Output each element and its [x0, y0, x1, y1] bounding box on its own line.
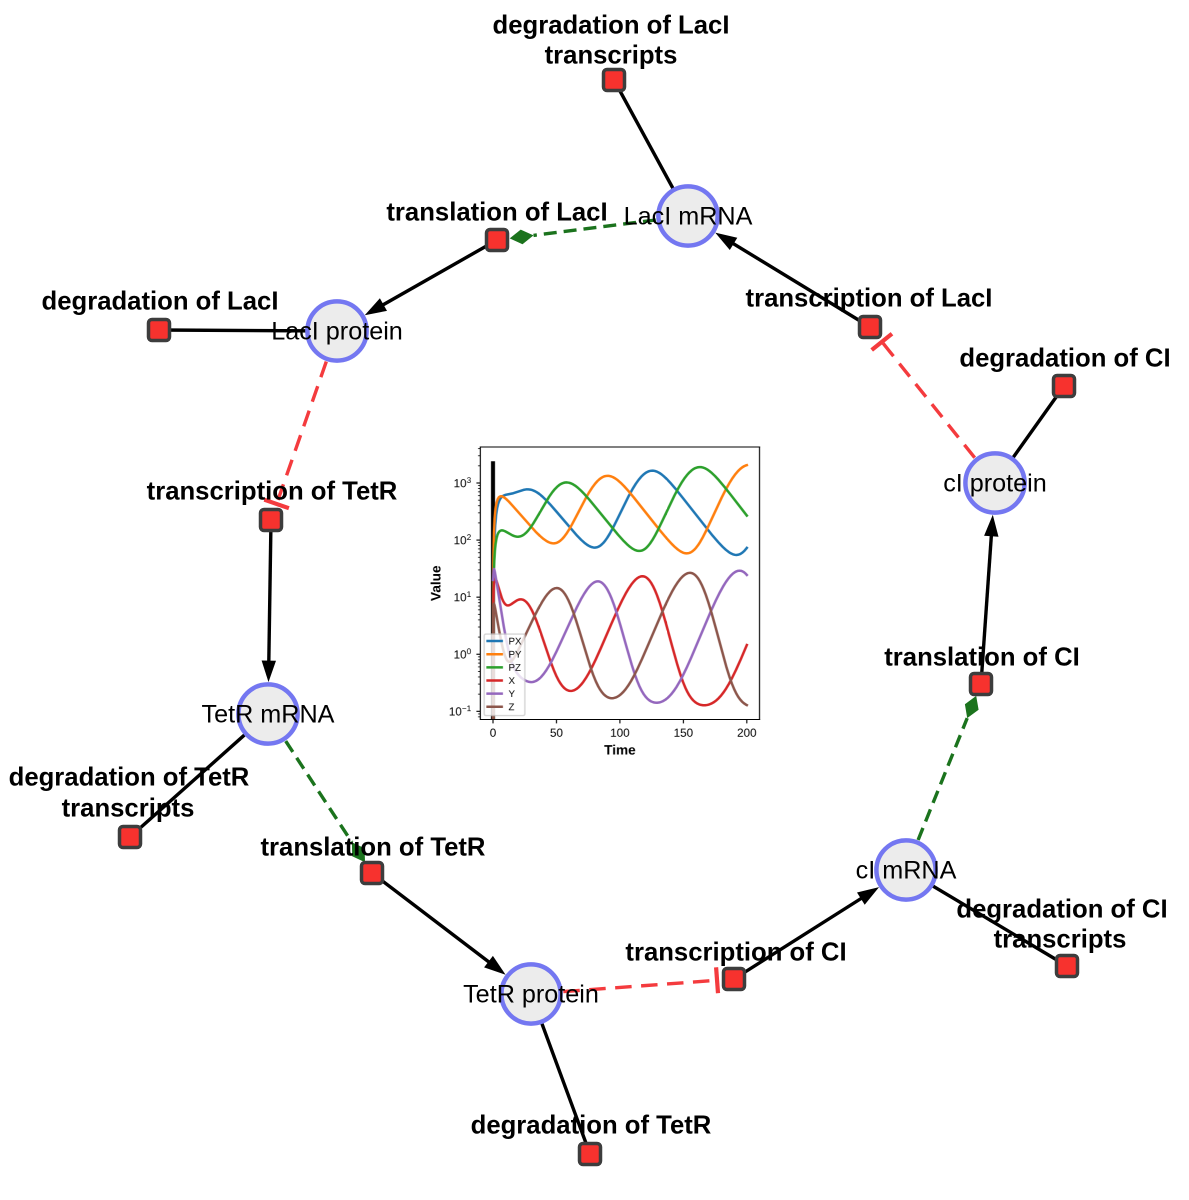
svg-text:cI mRNA: cI mRNA	[856, 857, 957, 885]
svg-text:LacI mRNA: LacI mRNA	[624, 203, 753, 231]
svg-text:transcripts: transcripts	[62, 795, 195, 823]
svg-text:translation of CI: translation of CI	[884, 644, 1080, 672]
svg-text:transcription of CI: transcription of CI	[625, 939, 846, 967]
svg-text:transcripts: transcripts	[545, 42, 678, 70]
svg-text:degradation of LacI: degradation of LacI	[42, 288, 279, 316]
svg-text:transcripts: transcripts	[994, 926, 1127, 954]
svg-text:cI protein: cI protein	[943, 470, 1047, 498]
svg-text:degradation of TetR: degradation of TetR	[471, 1112, 712, 1140]
svg-text:degradation of TetR: degradation of TetR	[9, 764, 250, 792]
svg-text:transcription of LacI: transcription of LacI	[746, 285, 993, 313]
svg-text:LacI protein: LacI protein	[271, 318, 403, 346]
svg-text:translation of LacI: translation of LacI	[386, 199, 607, 227]
svg-text:degradation of CI: degradation of CI	[956, 896, 1167, 924]
svg-text:transcription of TetR: transcription of TetR	[147, 478, 398, 506]
svg-text:degradation of LacI: degradation of LacI	[493, 12, 730, 40]
svg-text:degradation of CI: degradation of CI	[959, 345, 1170, 373]
svg-text:TetR protein: TetR protein	[463, 981, 599, 1009]
svg-text:translation of TetR: translation of TetR	[260, 834, 485, 862]
svg-text:TetR mRNA: TetR mRNA	[202, 701, 335, 729]
